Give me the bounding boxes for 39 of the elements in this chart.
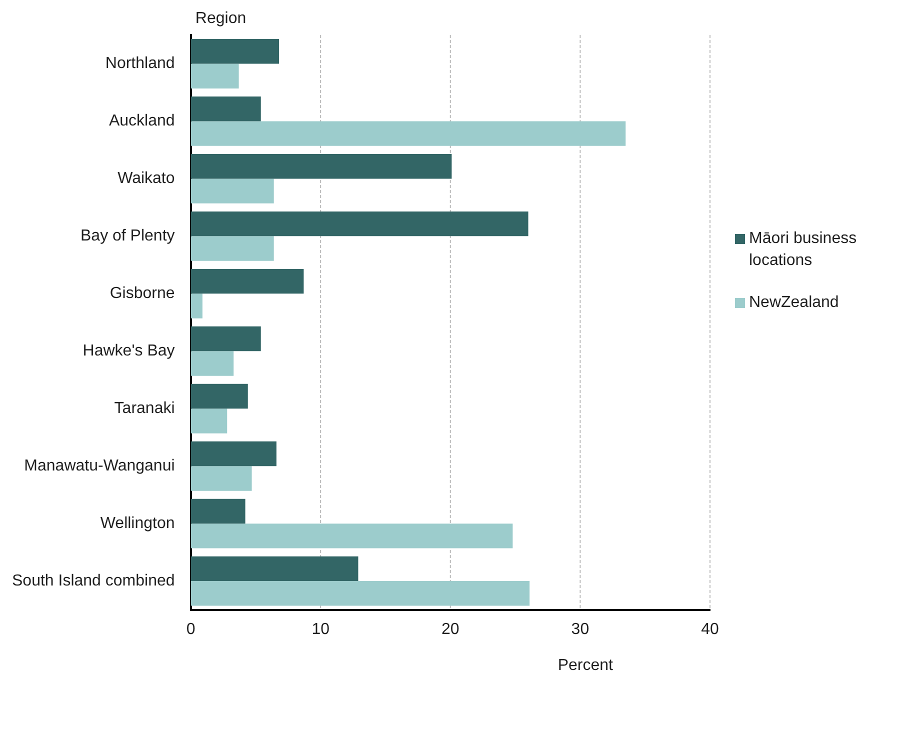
x-tick-label: 30	[571, 620, 590, 638]
x-tick-label: 40	[701, 620, 719, 638]
bar	[190, 524, 513, 548]
y-tick-label: Manawatu-Wanganui	[24, 458, 175, 475]
y-tick-label: Taranaki	[114, 400, 175, 418]
y-tick-label: Wellington	[100, 514, 175, 532]
bar	[190, 408, 228, 434]
bar	[190, 154, 452, 179]
bar	[190, 268, 304, 294]
bar	[190, 236, 274, 261]
bar	[190, 351, 234, 376]
bar	[190, 96, 261, 122]
x-tick-label: 10	[312, 620, 330, 638]
bar	[190, 441, 276, 466]
legend-label: Māori business locations	[749, 229, 858, 271]
bar	[190, 121, 626, 146]
bar	[190, 326, 261, 352]
bar	[190, 178, 274, 204]
bar	[190, 384, 248, 409]
bar	[190, 581, 530, 606]
x-axis-title: Percent	[558, 656, 614, 674]
y-tick-label: Waikato	[118, 170, 175, 188]
y-tick-label: Northland	[105, 55, 175, 72]
bar	[190, 556, 358, 582]
y-tick-label: Auckland	[108, 112, 175, 130]
y-tick-label: South Island combined	[12, 572, 175, 590]
bar	[190, 466, 252, 491]
bar	[190, 39, 280, 64]
y-tick-label: Gisborne	[110, 285, 175, 302]
x-tick-label: 20	[441, 620, 460, 638]
y-axis-title: Region	[195, 10, 246, 27]
legend-label: NewZealand	[749, 293, 839, 313]
bar	[190, 211, 528, 236]
y-tick-label: Hawke's Bay	[82, 342, 175, 360]
bar	[190, 64, 239, 88]
y-tick-label: Bay of Plenty	[80, 228, 175, 245]
bar	[190, 294, 202, 318]
x-tick-label: 0	[186, 620, 196, 638]
bar	[190, 498, 246, 524]
